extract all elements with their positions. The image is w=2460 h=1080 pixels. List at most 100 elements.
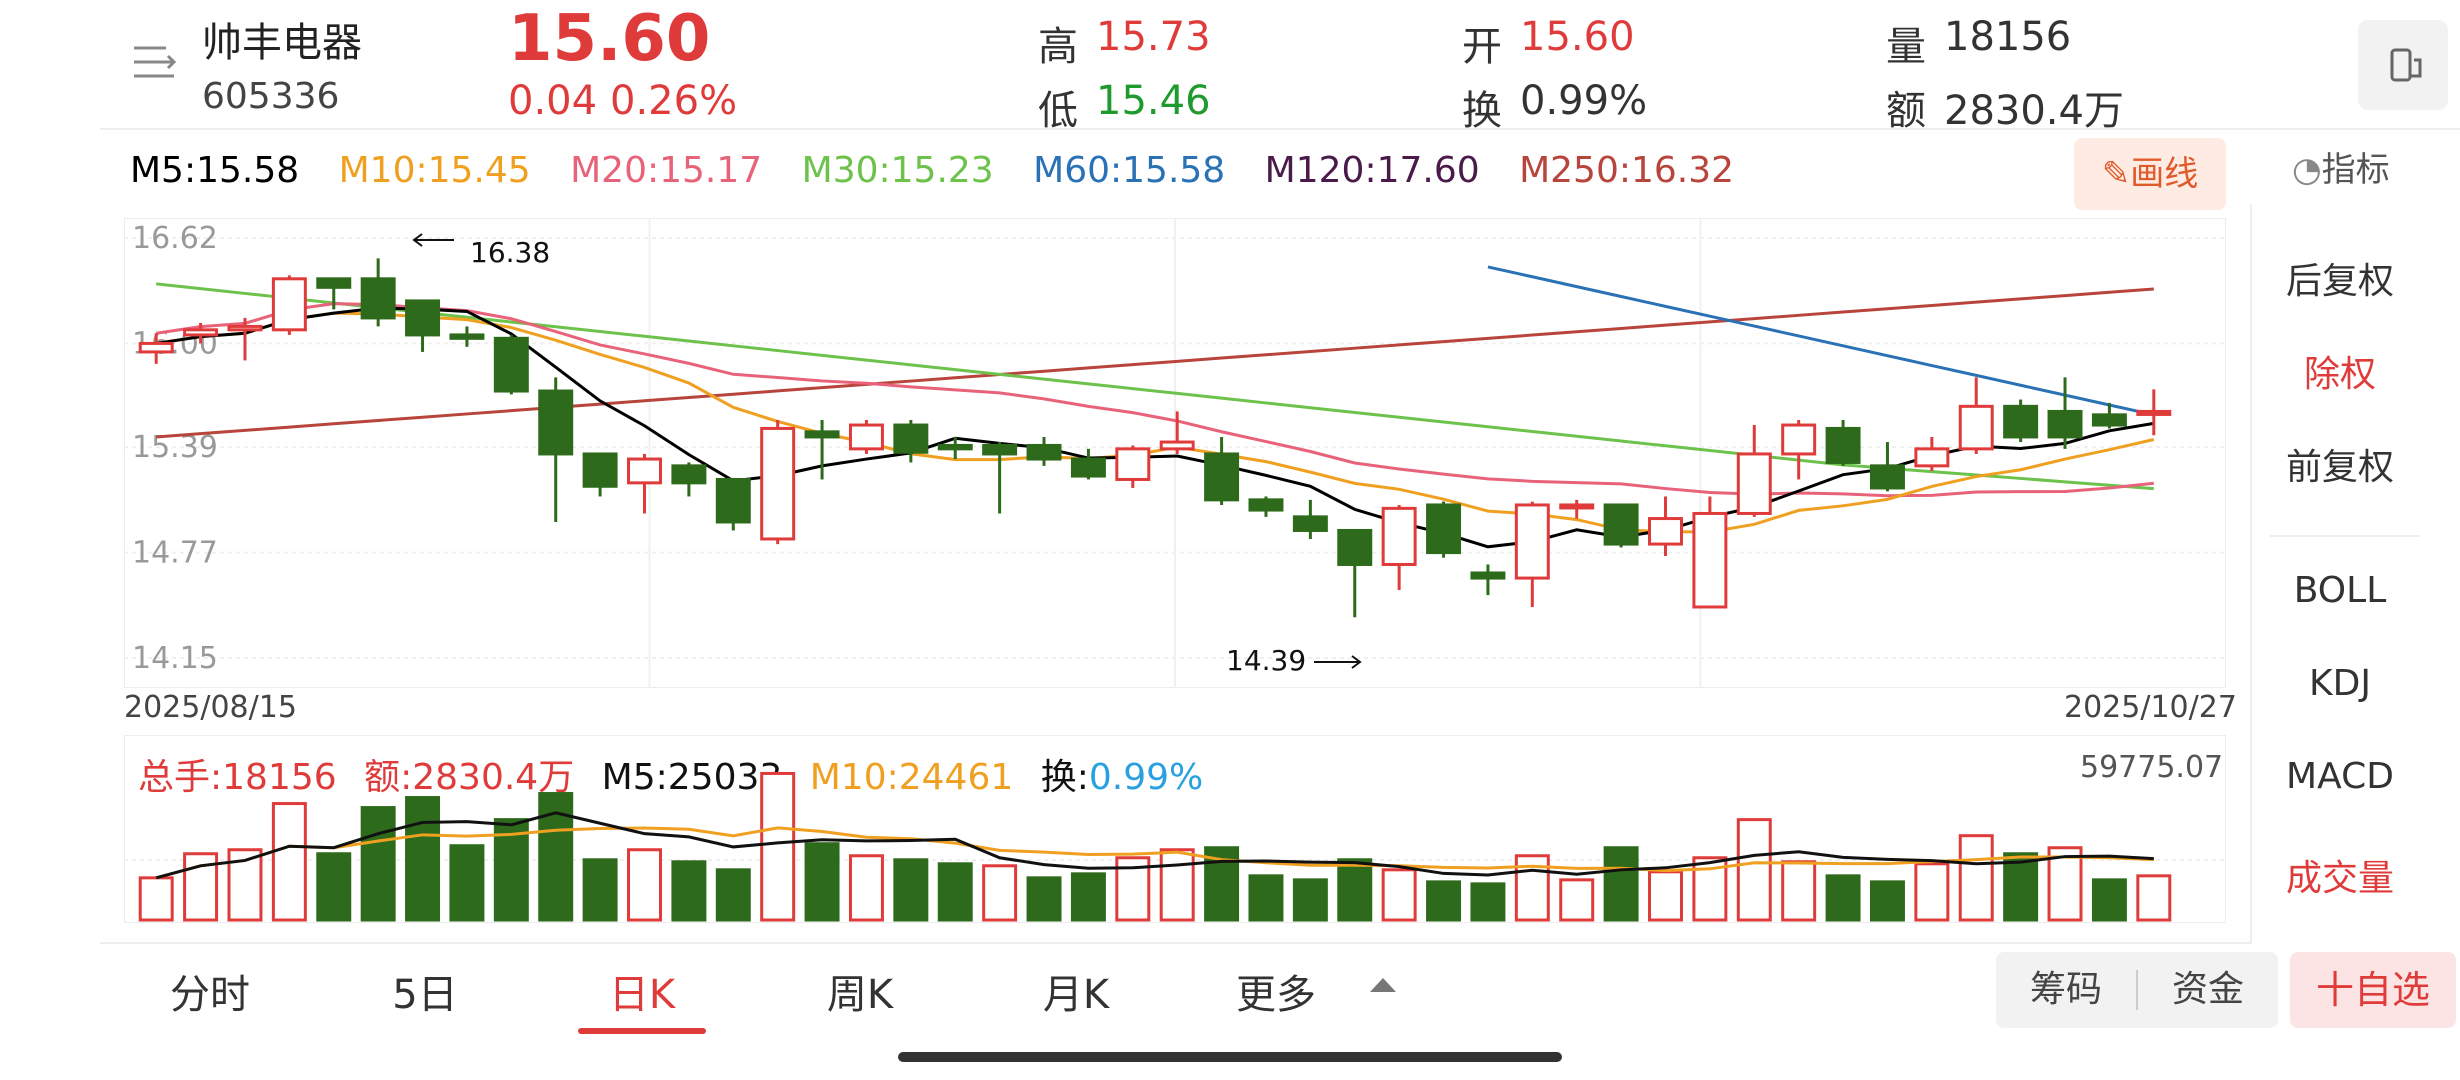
vol-max-label: 59775.07 [2080, 750, 2224, 785]
candle-down [937, 443, 973, 451]
sidebar-item-pre-adjust[interactable]: 前复权 [2285, 447, 2394, 488]
tab-daily-k[interactable]: 日K [608, 972, 676, 1018]
candle-up [271, 277, 307, 332]
candle-up [1781, 423, 1817, 456]
candle-up [1736, 452, 1772, 515]
candle-up [627, 457, 662, 485]
volume-bar-up [1781, 860, 1817, 922]
funds-button[interactable]: 资金 [2171, 969, 2244, 1010]
vol-turnover: 0.99% [1088, 757, 1204, 798]
min-arrow-head [1351, 655, 1362, 669]
caret-up-icon[interactable] [1370, 978, 1396, 992]
open-label: 开 [1462, 24, 1502, 70]
volume-bar-down [1070, 872, 1106, 922]
tab-monthly-k[interactable]: 月K [1042, 972, 1110, 1018]
indicator-button[interactable]: ◔指标 [2292, 142, 2390, 191]
gauge-icon: ◔ [2292, 150, 2322, 190]
ma120-label: M120:17.60 [1264, 150, 1480, 191]
y-tick-label: 14.15 [132, 641, 218, 676]
volume-bar-up [2047, 846, 2083, 922]
candle-up [1514, 503, 1550, 580]
tab-intraday[interactable]: 分时 [170, 972, 250, 1018]
min-price-annotation: 14.39 [1226, 644, 1306, 677]
device-rotate-button[interactable] [2358, 20, 2448, 110]
volume-bar-down [360, 806, 396, 922]
vol-turnover-label: 换: [1040, 757, 1089, 798]
tab-5day[interactable]: 5日 [392, 972, 458, 1018]
open-value: 15.60 [1520, 14, 1635, 60]
candle-down [1026, 443, 1062, 461]
candle-down [2003, 404, 2039, 439]
volume-bar-down [937, 862, 973, 922]
candle-up [2136, 409, 2172, 416]
candle-down [1070, 457, 1106, 478]
candle-down [1204, 452, 1240, 502]
ma10-line [155, 311, 2155, 534]
volume-bar-up [1159, 848, 1195, 922]
candle-down [1603, 503, 1639, 546]
candle-down [360, 277, 396, 320]
chips-button[interactable]: 筹码 [2029, 969, 2102, 1010]
candle-down [2047, 409, 2083, 439]
sidebar-item-post-adjust[interactable]: 后复权 [2285, 261, 2394, 302]
stock-code: 605336 [202, 76, 340, 117]
candle-up [1648, 517, 1683, 546]
volume-bar-down [893, 858, 929, 922]
volume-bar-down [2003, 852, 2039, 922]
sidebar-item-macd[interactable]: MACD [2286, 756, 2394, 797]
draw-line-label: 画线 [2130, 154, 2199, 194]
candle-up [183, 328, 219, 337]
vol-m5: M5:25033 [601, 757, 783, 798]
sidebar-item-ex-rights[interactable]: 除权 [2303, 354, 2376, 395]
add-watchlist-button[interactable]: 十自选 [2290, 952, 2456, 1028]
vol-amount: 额:2830.4万 [364, 757, 575, 798]
indicator-label: 指标 [2321, 150, 2390, 190]
ma5-label: M5:15.58 [130, 150, 300, 191]
volume-chart[interactable] [124, 735, 2226, 923]
volume-bar-up [1914, 862, 1950, 922]
candle-down [893, 423, 929, 454]
volume-bar-up [2136, 874, 2172, 922]
volume-bar-down [316, 852, 352, 922]
amount-value: 2830.4万 [1944, 88, 2124, 134]
sidebar-item-kdj[interactable]: KDJ [2309, 663, 2371, 704]
low-label: 低 [1038, 88, 1078, 134]
volume-ma5-line [155, 811, 2154, 880]
volume-bar-down [671, 860, 707, 922]
candle-up [1115, 447, 1151, 481]
candle-up [1381, 506, 1417, 566]
volume-bar-up [760, 771, 796, 922]
volume-frame [124, 735, 2226, 923]
volume-bar-down [582, 858, 618, 922]
max-arrow-head [412, 233, 423, 247]
home-indicator[interactable] [898, 1052, 1562, 1062]
tab-weekly-k[interactable]: 周K [826, 972, 894, 1018]
volume-bar-down [493, 818, 529, 922]
volume-bar-up [982, 864, 1018, 922]
price-change-pct: 0.26% [610, 78, 738, 124]
candle-up [1559, 503, 1595, 510]
candle-down [715, 477, 751, 524]
ma30-line [156, 282, 2154, 491]
volume-bar-down [1426, 880, 1462, 922]
stock-name: 帅丰电器 [202, 20, 362, 66]
candle-down [538, 389, 574, 456]
candle-down [2091, 413, 2127, 427]
candle-down [1470, 571, 1506, 580]
volume-bar-up [1958, 834, 1994, 922]
ma30-label: M30:15.23 [801, 150, 994, 191]
volume-label: 量 [1886, 24, 1926, 70]
candle-down [405, 299, 441, 337]
candle-down [1248, 498, 1284, 512]
volume-bar-down [449, 844, 485, 922]
volume-bar-down [2091, 878, 2127, 922]
volume-bar-up [1736, 818, 1772, 922]
sidebar-item-boll[interactable]: BOLL [2293, 570, 2387, 611]
menu-icon[interactable] [130, 40, 178, 86]
sidebar-item-volume[interactable]: 成交量 [2285, 858, 2394, 899]
draw-line-button[interactable]: ✎画线 [2074, 138, 2226, 210]
volume-bar-down [1248, 874, 1284, 922]
y-tick-label: 14.77 [132, 536, 218, 571]
tab-more[interactable]: 更多 [1236, 972, 1316, 1018]
